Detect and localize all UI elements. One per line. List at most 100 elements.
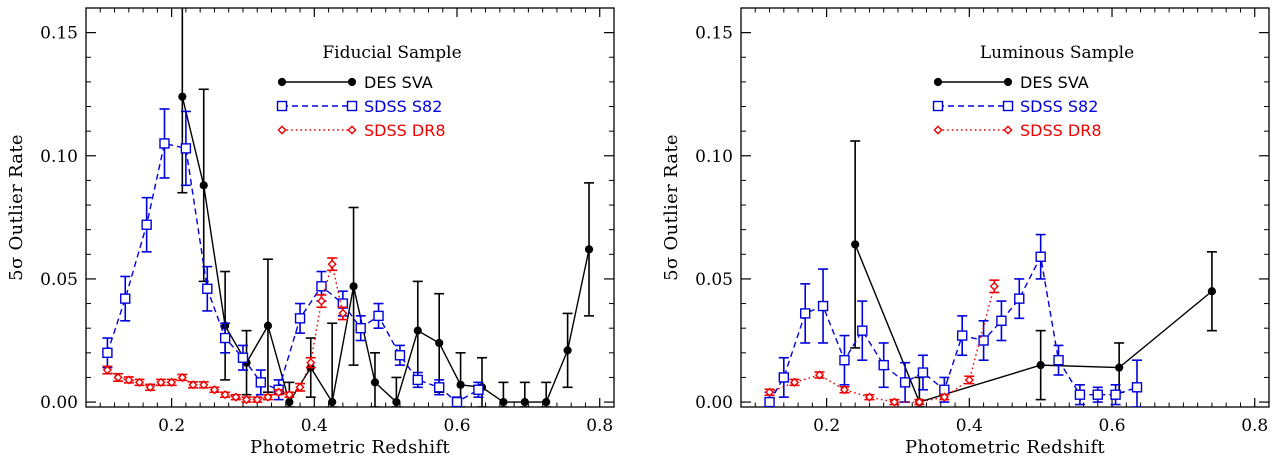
data-point bbox=[789, 377, 800, 387]
data-point bbox=[177, 372, 187, 383]
series-des-sva bbox=[850, 140, 1217, 407]
data-point bbox=[102, 347, 113, 359]
data-point bbox=[889, 397, 899, 407]
legend-label: DES SVA bbox=[1020, 73, 1089, 92]
x-tick-label: 0.6 bbox=[444, 416, 471, 436]
y-tick-label: 0.15 bbox=[695, 24, 733, 44]
x-tick-label: 0.8 bbox=[586, 416, 613, 436]
data-point bbox=[433, 382, 445, 393]
plot-data bbox=[102, 8, 595, 407]
data-point bbox=[327, 259, 337, 269]
data-point bbox=[1014, 293, 1025, 304]
fiducial-sample-panel: 0.2 0.4 0.6 0.8 0.00 0.05 0.10 0.15 Photometric … bbox=[6, 7, 615, 458]
legend-marker bbox=[1002, 100, 1014, 112]
data-point bbox=[814, 370, 825, 380]
data-point bbox=[294, 313, 306, 324]
data-point bbox=[255, 377, 267, 388]
y-tick-label: 0.10 bbox=[40, 147, 78, 167]
data-point bbox=[373, 310, 384, 322]
data-point bbox=[456, 380, 465, 389]
data-point bbox=[1092, 389, 1103, 400]
data-point bbox=[413, 326, 422, 335]
x-axis-title: Photometric Redshift bbox=[250, 437, 450, 458]
data-point bbox=[563, 346, 572, 355]
data-point bbox=[199, 181, 208, 190]
data-point bbox=[978, 335, 989, 346]
luminous-sample-panel: 0.2 0.4 0.6 0.8 0.00 0.05 0.10 0.15 Photometric … bbox=[661, 7, 1270, 458]
data-point bbox=[274, 387, 284, 397]
data-point bbox=[899, 377, 911, 388]
series-line bbox=[769, 286, 995, 403]
x-tick-label: 0.4 bbox=[956, 416, 983, 436]
data-point bbox=[1053, 355, 1064, 366]
data-point bbox=[542, 397, 551, 407]
data-point bbox=[220, 390, 230, 400]
data-point bbox=[316, 281, 327, 292]
data-point bbox=[199, 380, 209, 390]
data-point bbox=[520, 397, 529, 407]
data-point bbox=[1036, 361, 1045, 370]
y-tick-label: 0.05 bbox=[40, 270, 78, 290]
data-point bbox=[263, 321, 273, 330]
data-point bbox=[159, 138, 170, 149]
data-point bbox=[134, 377, 145, 387]
data-point bbox=[1035, 251, 1046, 262]
data-point bbox=[392, 397, 401, 407]
data-point bbox=[800, 308, 811, 319]
x-tick-label: 0.2 bbox=[813, 416, 840, 436]
data-point bbox=[499, 397, 508, 407]
data-point bbox=[473, 384, 484, 395]
data-point bbox=[306, 358, 316, 368]
data-point bbox=[878, 359, 889, 371]
data-point bbox=[394, 350, 406, 361]
y-tick-label: 0.05 bbox=[695, 270, 733, 290]
legend-marker bbox=[277, 125, 287, 135]
legend-title: Luminous Sample bbox=[980, 43, 1134, 63]
data-point bbox=[1110, 389, 1121, 400]
data-point bbox=[778, 372, 790, 383]
legend-marker bbox=[276, 100, 288, 112]
legend-title: Fiducial Sample bbox=[322, 43, 461, 63]
legend-marker bbox=[932, 100, 944, 112]
data-point bbox=[113, 372, 123, 383]
data-point bbox=[764, 396, 775, 407]
data-point bbox=[284, 390, 294, 400]
data-point bbox=[328, 397, 337, 407]
x-tick-label: 0.8 bbox=[1241, 416, 1268, 436]
data-point bbox=[370, 378, 380, 387]
legend-marker bbox=[1003, 125, 1013, 135]
data-point bbox=[764, 387, 775, 397]
y-tick-label: 0.15 bbox=[40, 24, 78, 44]
data-point bbox=[1115, 363, 1124, 372]
data-point bbox=[1207, 287, 1217, 296]
data-point bbox=[237, 352, 249, 363]
data-point bbox=[817, 300, 829, 312]
legend-marker bbox=[347, 125, 357, 135]
data-point bbox=[145, 382, 155, 392]
legend: Luminous Sample DES SVA SDSS S82 SDSS DR8 bbox=[932, 43, 1134, 140]
series-line bbox=[106, 142, 479, 403]
data-point bbox=[219, 332, 231, 344]
series-sdss-s82 bbox=[102, 108, 484, 407]
data-point bbox=[295, 382, 305, 392]
data-point bbox=[338, 308, 348, 318]
legend-label: SDSS S82 bbox=[1020, 97, 1098, 116]
data-point bbox=[939, 392, 949, 402]
data-point bbox=[412, 374, 423, 386]
data-point bbox=[252, 395, 262, 405]
legend-marker bbox=[933, 125, 943, 135]
data-point bbox=[917, 367, 929, 378]
data-point bbox=[989, 281, 999, 291]
data-point bbox=[241, 395, 252, 405]
data-point bbox=[180, 143, 192, 154]
data-point bbox=[857, 325, 868, 336]
data-point bbox=[178, 92, 187, 101]
data-point bbox=[996, 315, 1007, 326]
series-sdss-dr8 bbox=[102, 257, 348, 405]
x-axis-title: Photometric Redshift bbox=[905, 437, 1105, 458]
data-point bbox=[120, 293, 131, 304]
data-point bbox=[349, 282, 358, 291]
series-line bbox=[107, 263, 344, 401]
data-point bbox=[956, 330, 968, 341]
